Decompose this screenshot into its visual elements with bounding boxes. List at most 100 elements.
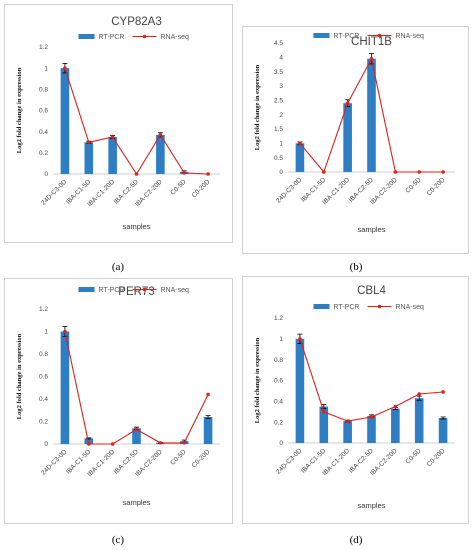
line-point (63, 66, 67, 70)
line-point (417, 170, 422, 174)
x-category-label: C0-20D (191, 178, 212, 199)
x-category-label: 24D-C3-0D (275, 447, 303, 475)
chart-panel-d: CBL4 RT-PCR RNA-seq 0 0.2 0.4 0.6 0.8 1 1.2 24D-C3… (242, 276, 469, 524)
legend-label-line: RNA-seq (396, 304, 425, 311)
y-tick-label: 0 (44, 171, 48, 178)
line-point (345, 419, 350, 423)
chart-panel-a: CYP82A3 RT-PCR RNA-seq 0 0.2 0.4 0.6 0.8 1 1.2 24D… (4, 4, 233, 243)
y-tick-label: 1 (279, 141, 283, 148)
chart-panel-c: PER73 RT-PCR RNA-seq 0 0.2 0.4 0.6 0.8 1 1.2 24D-C… (4, 278, 233, 524)
line-point (298, 337, 302, 341)
bar (108, 136, 117, 174)
chart-title: CBL4 (357, 285, 386, 297)
chart-svg: CBL4 RT-PCR RNA-seq 0 0.2 0.4 0.6 0.8 1 1.2 24D-C3… (254, 285, 455, 510)
y-tick-label: 0.4 (274, 399, 283, 406)
line-point (182, 441, 187, 445)
y-axis-title: Log2 fold change in expression (16, 333, 23, 419)
legend-swatch-bar (78, 287, 95, 292)
y-tick-label: 0.5 (274, 155, 283, 162)
line-point (441, 390, 445, 394)
line-point (321, 409, 326, 414)
bar (295, 338, 305, 443)
x-category-label: C0-5D (404, 447, 422, 465)
legend-label-line: RNA-seq (161, 34, 190, 41)
line-point (321, 170, 326, 174)
line-point (441, 170, 445, 174)
y-tick-label: 2.5 (274, 98, 283, 105)
y-tick-label: 0.2 (274, 419, 283, 426)
y-tick-label: 0.8 (274, 357, 283, 364)
line-point (369, 56, 374, 61)
bar (367, 415, 376, 443)
y-tick-label: 1 (44, 329, 48, 336)
bar (132, 428, 141, 444)
y-tick-label: 0.8 (39, 351, 48, 358)
y-tick-label: 1.2 (274, 315, 283, 322)
x-category-label: C0-5D (169, 448, 187, 466)
subfigure-label-d: (d) (349, 534, 363, 546)
y-tick-label: 1.2 (39, 44, 48, 51)
line-point (110, 442, 115, 446)
chart-svg: CYP82A3 RT-PCR RNA-seq 0 0.2 0.4 0.6 0.8 1 1.2 24D… (16, 16, 220, 231)
y-tick-label: 0 (279, 440, 283, 447)
x-category-label: 24D-C3-0D (40, 178, 68, 206)
x-category-label: C0-20D (191, 448, 212, 469)
line-point (134, 427, 139, 432)
x-axis-title: samples (358, 501, 386, 510)
y-axis-title: Log2 fold change in expression (254, 337, 261, 423)
line-point (158, 441, 163, 445)
legend-swatch-bar (313, 304, 330, 309)
y-tick-label: 2 (279, 112, 283, 119)
line-point (86, 442, 91, 446)
y-tick-label: 0.6 (274, 378, 283, 385)
line-point (206, 392, 210, 397)
line-point (206, 172, 210, 176)
line-point (393, 404, 398, 409)
y-tick-label: 3 (279, 83, 283, 90)
bar (203, 417, 213, 444)
bar (319, 406, 329, 443)
bar (60, 68, 70, 174)
legend-swatch-bar (313, 33, 330, 38)
legend-label-line: RNA-seq (396, 33, 425, 40)
line-point (110, 135, 115, 139)
y-tick-label: 3.5 (274, 69, 283, 76)
line-point (63, 329, 67, 334)
y-tick-label: 0.4 (39, 129, 48, 136)
legend-label-bar: RT-PCR (99, 287, 125, 294)
bar (343, 103, 352, 172)
x-axis-title: samples (123, 498, 151, 507)
y-axis-title: Log2 fold change in expression (16, 67, 23, 153)
chart-panel-b: CHIT1B RT-PCR RNA-seq 0 0.5 1 1.5 2 2.5 3 3.5 4 4.5 2… (242, 26, 469, 254)
line-point (298, 141, 302, 146)
legend-swatch-bar (78, 34, 95, 39)
bar (391, 408, 400, 443)
legend-swatch-marker (377, 33, 382, 38)
y-tick-label: 0.6 (39, 374, 48, 381)
legend-swatch-marker (142, 287, 147, 292)
x-axis-title: samples (358, 225, 386, 234)
legend-label-bar: RT-PCR (334, 304, 360, 311)
subfigure-label-c: (c) (111, 534, 125, 546)
line-point (345, 101, 350, 105)
y-tick-label: 0 (44, 441, 48, 448)
line-point (182, 171, 187, 175)
line-point (134, 172, 139, 176)
y-tick-label: 0.6 (39, 108, 48, 115)
chart-title: CHIT1B (351, 36, 392, 48)
bar (84, 142, 94, 174)
line-point (158, 133, 163, 137)
y-tick-label: 0.2 (39, 419, 48, 426)
legend-swatch-marker (142, 34, 147, 39)
line-point (393, 170, 398, 174)
subfigure-label-a: (a) (111, 261, 125, 273)
x-axis-title: samples (123, 222, 151, 231)
legend-label-line: RNA-seq (161, 287, 190, 294)
chart-title: CYP82A3 (111, 16, 162, 28)
x-category-label: 24D-C3-0D (275, 176, 303, 204)
x-category-label: C0-5D (169, 178, 187, 196)
bar (414, 398, 424, 443)
y-tick-label: 4.5 (274, 40, 283, 47)
